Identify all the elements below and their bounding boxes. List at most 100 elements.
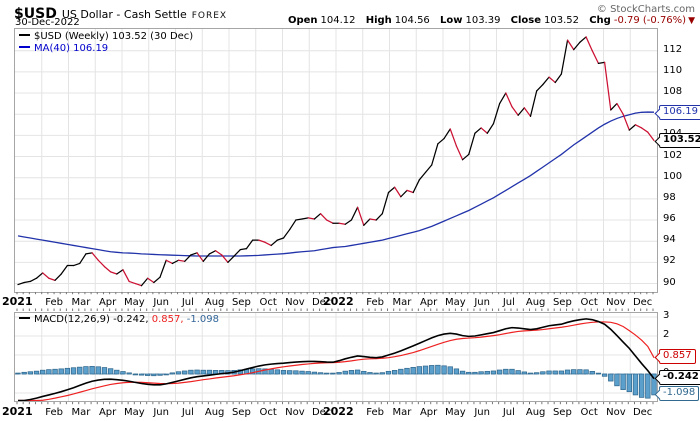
year-label: 2022 [323,295,354,308]
macd-legend-name: MACD(12,26,9) [34,314,110,325]
macd-histogram-bar [515,370,521,375]
month-label: Aug [205,407,225,418]
macd-histogram-bar [163,373,169,376]
month-label: Apr [99,297,117,308]
month-label: Aug [205,297,225,308]
open-value: 104.12 [320,15,356,26]
macd-histogram-bar [484,370,490,375]
macd-histogram-bar [589,370,595,375]
price-legend: $USD (Weekly) 103.52 (30 Dec) [19,31,193,42]
month-label: May [124,407,145,418]
macd-histogram-bar [15,372,21,375]
month-label: Feb [366,407,384,418]
macd-histogram-bar [410,366,416,375]
macd-histogram-bar [577,369,583,375]
month-label: Sep [553,297,572,308]
ma-line-swatch [19,46,30,48]
macd-histogram-bar [638,373,645,398]
price-gridlines [15,29,657,292]
macd-histogram-bar [40,369,46,375]
signal-legend-value: 0.857, [151,314,184,325]
macd-histogram-bar [546,370,552,375]
open-label: Open [287,15,318,26]
macd-histogram-bar [262,368,268,375]
macd-histogram-bar [52,368,58,375]
price-panel [14,28,658,293]
low-value: 103.39 [465,15,501,26]
month-label: Nov [285,297,305,308]
macd-histogram-bar [324,372,330,375]
macd-histogram-bar [385,370,392,375]
macd-histogram-bar [490,370,497,375]
macd-histogram [15,364,657,399]
chart-date: 30-Dec-2022 [15,17,80,28]
macd-histogram-bar [509,368,515,375]
price-tick-label: 96 [663,213,676,225]
macd-legend: MACD(12,26,9) -0.242, 0.857, -1.098 [19,314,219,325]
macd-histogram-bar [429,365,435,375]
macd-histogram-bar [70,367,77,375]
price-value-box: 103.52 [659,133,700,148]
ma-legend: MA(40) 106.19 [19,43,108,54]
macd-histogram-bar [552,370,558,375]
macd-histogram-bar [453,368,460,375]
macd-histogram-bar [21,371,27,375]
price-chart-canvas [15,29,657,292]
macd-histogram-bar [138,373,145,376]
macd-histogram-bar [175,371,182,375]
macd-histogram-bar [527,372,534,375]
macd-histogram-bar [367,372,373,375]
macd-histogram-bar [391,370,398,375]
macd-line [18,318,655,401]
month-label: Mar [392,297,412,308]
month-label: Dec [633,297,652,308]
macd-histogram-bar [305,371,311,375]
exchange-label: FOREX [191,11,228,21]
macd-histogram-bar [114,369,120,375]
macd-histogram-bar [645,373,651,399]
month-label: Mar [71,297,91,308]
price-tick-label: 112 [663,43,683,55]
ma-line [17,111,655,257]
month-label: Jun [152,407,169,418]
month-label: May [445,407,466,418]
macd-histogram-bar [441,365,447,375]
month-label: Dec [312,297,331,308]
month-label: May [124,297,145,308]
chg-label: Chg [589,15,611,26]
macd-histogram-bar [472,371,478,375]
macd-histogram-bar [101,367,108,375]
macd-histogram-bar [46,369,52,375]
month-label: Jun [473,407,490,418]
macd-histogram-bar [503,368,509,375]
macd-histogram-bar [398,368,404,375]
high-label: High [365,15,392,26]
price-tick-label: 92 [663,255,676,267]
down-triangle-icon: ▼ [688,16,695,26]
macd-histogram-bar [348,370,355,375]
macd-histogram-bar [521,371,528,375]
macd-histogram-bar [583,369,589,375]
macd-line-swatch [19,317,30,319]
macd-histogram-bar [274,369,281,375]
close-value: 103.52 [544,15,580,26]
macd-histogram-bar [601,373,608,377]
macd-histogram-bar [496,369,503,375]
macd-histogram-bar [447,366,453,375]
month-label: Jun [473,297,490,308]
price-tick-label: 94 [663,234,676,246]
year-label: 2021 [2,405,33,418]
macd-histogram-bar [268,368,274,375]
stockcharts-copyright-link[interactable]: © StockCharts.com [596,4,695,15]
macd-histogram-bar [169,372,176,375]
price-line [17,36,655,287]
month-label: Jul [502,297,515,308]
macd-histogram-bar [83,366,89,375]
macd-histogram-bar [558,370,565,375]
month-label: Sep [232,297,251,308]
price-tick-label: 102 [663,149,683,161]
macd-panel [14,312,658,402]
macd-histogram-bar [373,372,379,375]
macd-histogram-bar [58,368,64,375]
month-label: Sep [553,407,572,418]
